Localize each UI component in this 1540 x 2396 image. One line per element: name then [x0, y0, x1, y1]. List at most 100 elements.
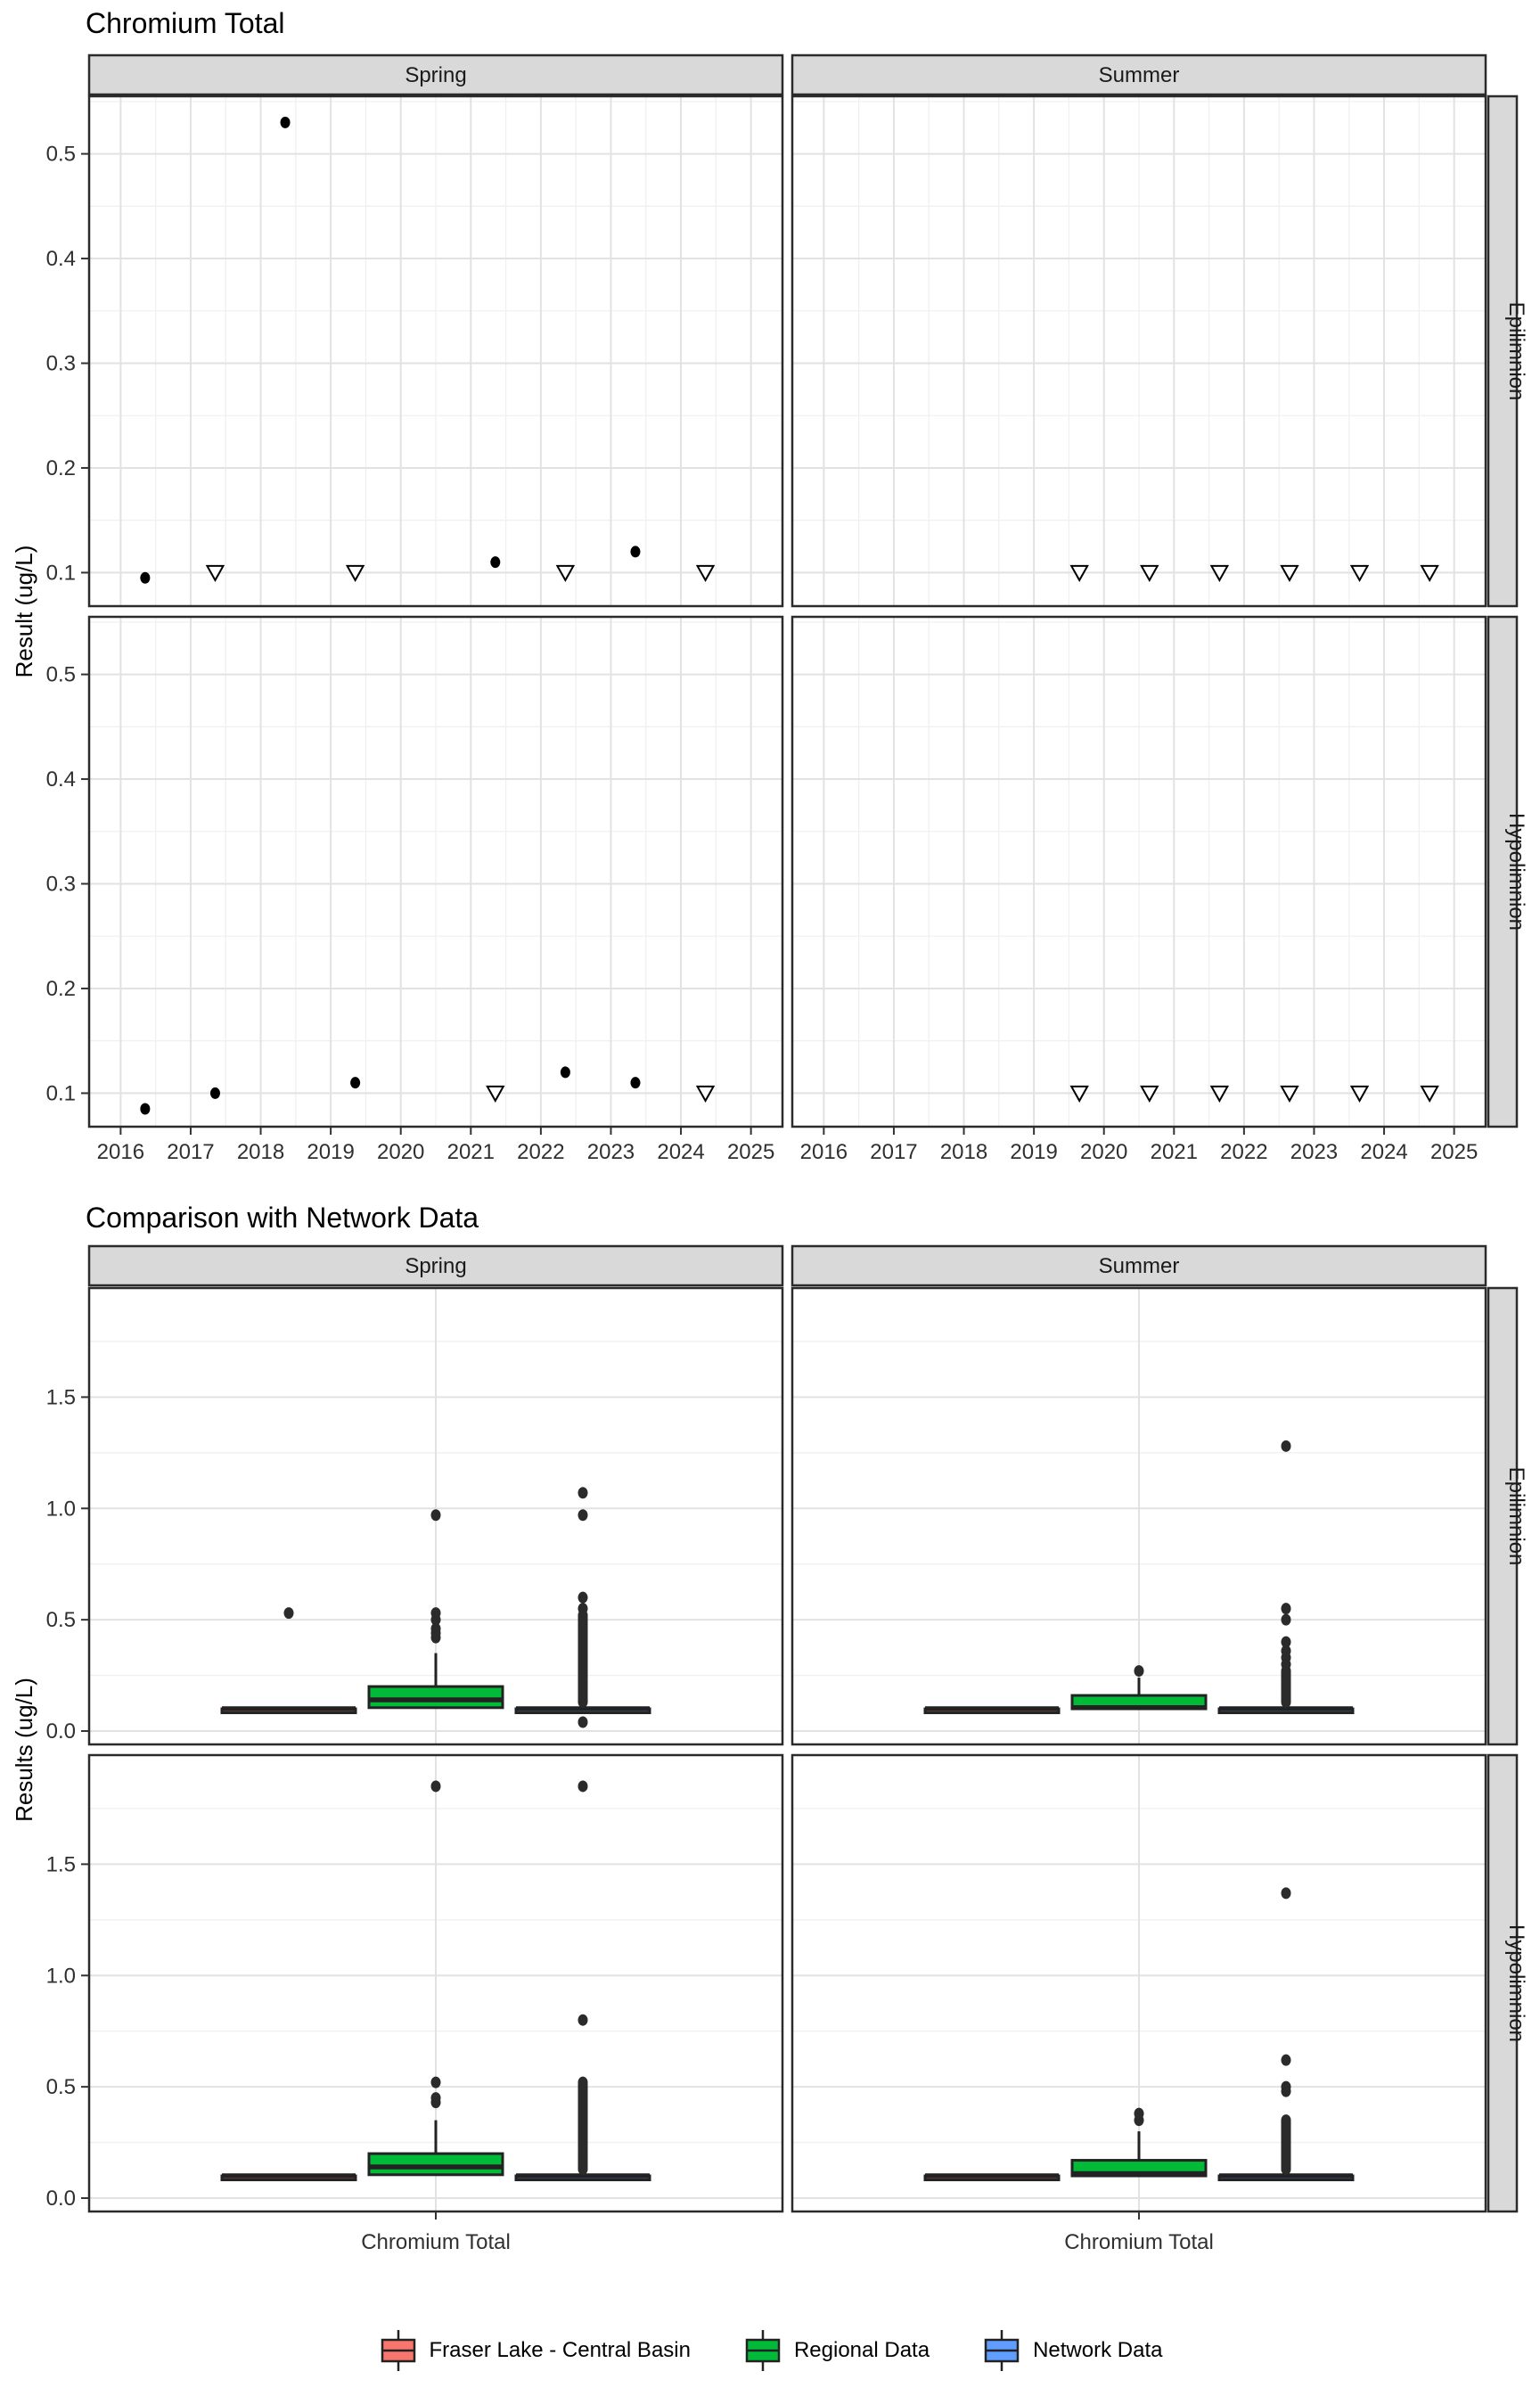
y-tick-label: 1.0	[46, 1964, 76, 1988]
x-tick-label: 2024	[657, 1140, 704, 1164]
outlier-point	[1281, 1645, 1291, 1657]
x-category-label: Chromium Total	[1064, 2230, 1214, 2254]
detect-point	[140, 1103, 151, 1115]
nondetect-triangle-point	[1069, 1085, 1089, 1103]
outlier-point	[1281, 1636, 1291, 1648]
y-tick-label: 0.0	[46, 2187, 76, 2211]
comparison-boxplot-chart: Spring Summer Epilimnion 0.0 0.5 1.0 1.5 Hypoli…	[11, 1244, 1528, 2254]
facet-strip-label: Summer	[1099, 1254, 1180, 1278]
outlier-point	[578, 1780, 588, 1793]
nondetect-triangle-point	[1209, 1085, 1230, 1103]
outlier-point	[578, 1591, 588, 1604]
x-tick-label: 2016	[800, 1140, 848, 1164]
nondetect-triangle-point	[695, 564, 716, 582]
outlier-point	[430, 1607, 441, 1620]
nondetect-triangle-point	[1420, 1085, 1439, 1103]
legend-item-fraser: Fraser Lake - Central Basin	[378, 2327, 691, 2374]
outlier-point	[430, 1622, 441, 1635]
legend-label: Regional Data	[793, 2338, 930, 2362]
chromium-total-scatter-chart: Spring Summer Epilimnion 0.1 0.2 0.3 0.4 0.5 Hyp…	[11, 53, 1528, 1164]
facet-strip-top	[790, 53, 1487, 96]
outlier-point	[430, 1509, 441, 1522]
y-tick-label: 1.5	[46, 1852, 76, 1876]
facet-strip-label: Hypolimnion	[1504, 813, 1528, 931]
nondetect-triangle-point	[1280, 564, 1299, 582]
nondetect-triangle-point	[1140, 1085, 1159, 1103]
facet-strip-right	[1487, 615, 1519, 1128]
nondetect-triangle-point	[345, 564, 365, 582]
y-tick-label: 0.3	[46, 873, 76, 897]
outlier-point	[578, 2076, 588, 2088]
outlier-point	[430, 1780, 441, 1793]
nondetect-triangle-point	[1349, 564, 1370, 582]
y-tick-label: 0.1	[46, 561, 76, 585]
boxplot-box-regional	[367, 2152, 504, 2177]
x-tick-label: 2017	[167, 1140, 214, 1164]
nondetect-triangle-point	[1209, 564, 1230, 582]
outlier-point	[1134, 2107, 1144, 2120]
x-tick-label: 2024	[1360, 1140, 1407, 1164]
x-category-label: Chromium Total	[361, 2230, 511, 2254]
legend: Fraser Lake - Central Basin Regional Dat…	[0, 2319, 1540, 2382]
y-tick-label: 0.5	[46, 2075, 76, 2099]
nondetect-triangle-point	[486, 1085, 505, 1103]
y-tick-label: 0.4	[46, 247, 76, 271]
boxplot-key-icon	[381, 2330, 415, 2371]
x-tick-label: 2019	[307, 1140, 354, 1164]
y-tick-label: 0.4	[46, 767, 76, 792]
y-tick-label: 1.0	[46, 1497, 76, 1521]
x-tick-label: 2019	[1010, 1140, 1057, 1164]
facet-strip-top	[87, 1244, 784, 1287]
y-tick-label: 0.3	[46, 352, 76, 376]
x-tick-label: 2022	[1220, 1140, 1267, 1164]
nondetect-triangle-point	[555, 564, 576, 582]
y-tick-label: 0.0	[46, 1719, 76, 1744]
y-tick-label: 0.5	[46, 663, 76, 687]
y-tick-label: 0.2	[46, 456, 76, 480]
boxplot-box-regional	[367, 1685, 504, 1710]
y-tick-label: 0.5	[46, 143, 76, 167]
legend-label: Network Data	[1033, 2338, 1163, 2362]
x-tick-label: 2020	[377, 1140, 424, 1164]
facet-strip-label: Spring	[405, 63, 466, 87]
y-axis-title: Results (ug/L)	[11, 1678, 37, 1822]
y-tick-label: 0.1	[46, 1081, 76, 1105]
outlier-point	[578, 1603, 588, 1615]
y-tick-label: 1.5	[46, 1385, 76, 1409]
panel-border	[87, 615, 784, 1128]
outlier-point	[578, 2014, 588, 2026]
outlier-point	[1281, 2114, 1291, 2127]
detect-point	[350, 1077, 361, 1089]
legend-label: Fraser Lake - Central Basin	[429, 2338, 691, 2362]
detect-point	[140, 571, 151, 584]
outlier-point	[578, 1716, 588, 1728]
detect-point	[490, 556, 501, 569]
nondetect-triangle-point	[1280, 1085, 1299, 1103]
y-tick-label: 0.2	[46, 977, 76, 1001]
outlier-point	[430, 2092, 441, 2105]
detect-point	[560, 1066, 570, 1079]
outlier-point	[1281, 2080, 1291, 2093]
outlier-point	[578, 1487, 588, 1499]
facet-strip-label: Hypolimnion	[1504, 1924, 1528, 2042]
x-tick-label: 2020	[1080, 1140, 1127, 1164]
x-tick-label: 2023	[1290, 1140, 1338, 1164]
x-tick-label: 2017	[870, 1140, 917, 1164]
facet-strip-label: Summer	[1099, 63, 1180, 87]
legend-item-network: Network Data	[981, 2327, 1162, 2374]
detect-point	[630, 1077, 641, 1089]
detect-point	[630, 546, 641, 558]
panel-border	[790, 94, 1487, 608]
facet-strip-right	[1487, 1753, 1519, 2213]
facet-strip-label: Epilimnion	[1504, 302, 1528, 401]
outlier-point	[1134, 1665, 1144, 1678]
facet-strip-label: Spring	[405, 1254, 466, 1278]
facet-strip-right	[1487, 94, 1519, 608]
x-tick-label: 2025	[727, 1140, 774, 1164]
panel-border	[87, 1286, 784, 1746]
boxplot-key-icon	[745, 2330, 781, 2371]
panel-border	[790, 1286, 1487, 1746]
nondetect-triangle-point	[1069, 564, 1089, 582]
panel-border	[790, 615, 1487, 1128]
detect-point	[280, 116, 291, 128]
